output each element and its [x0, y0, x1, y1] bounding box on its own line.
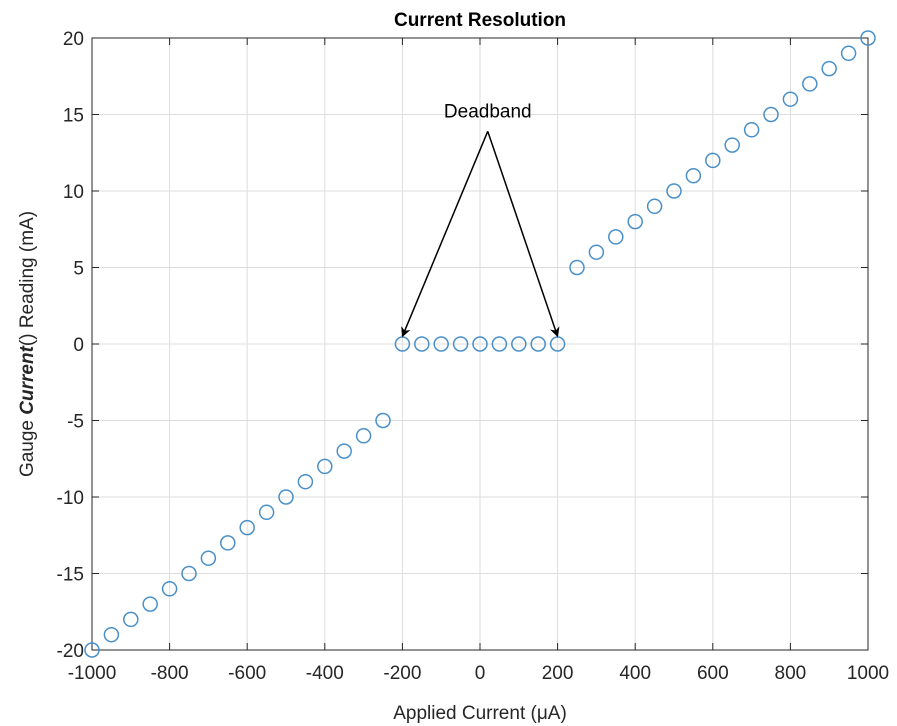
deadband-annotation: Deadband [401, 102, 560, 338]
data-point [84, 642, 100, 658]
y-tick-label: 20 [63, 29, 84, 50]
data-point [278, 489, 294, 505]
data-point [123, 611, 139, 628]
x-tick-label: -800 [151, 663, 189, 684]
data-point [627, 213, 643, 230]
data-point [840, 45, 857, 62]
data-point [414, 336, 430, 352]
ticks: -1000 -800 -600 -400 -200 0 200 400 600 800 1000-2… [57, 29, 890, 684]
data-point [608, 229, 624, 245]
data-point [258, 504, 275, 521]
x-tick-label: -200 [383, 663, 421, 684]
y-axis-title-part-2: Current [17, 345, 38, 414]
x-tick-label: -1000 [68, 663, 117, 684]
y-axis-title-part-1: Gauge [17, 415, 38, 477]
y-tick-label: 5 [73, 259, 84, 280]
x-tick-label: -600 [228, 663, 266, 684]
x-tick-label: 200 [542, 663, 574, 684]
data-point [142, 596, 158, 612]
y-axis-title-part-3: () Reading (mA) [17, 211, 38, 346]
y-tick-label: -20 [57, 641, 84, 662]
data-point [685, 167, 702, 184]
y-tick-label: 10 [63, 182, 84, 203]
x-axis-title: Applied Current (μA) [393, 703, 567, 724]
data-point [724, 137, 740, 153]
data-point [666, 183, 682, 199]
y-axis-title: Gauge Current() Reading (mA) [17, 211, 38, 477]
data-point [860, 30, 876, 46]
data-point [821, 60, 837, 77]
x-tick-label: -400 [306, 663, 344, 684]
data-point [763, 106, 779, 123]
deadband-arrow [401, 131, 489, 338]
data-point [239, 519, 255, 536]
data-point [588, 244, 605, 260]
data-point [317, 458, 333, 475]
y-tick-label: 0 [73, 335, 84, 356]
x-tick-label: 800 [775, 663, 807, 684]
data-point [782, 91, 799, 107]
data-point [375, 412, 391, 429]
y-tick-label: 15 [63, 106, 84, 127]
chart-title: Current Resolution [394, 10, 566, 31]
deadband-label: Deadband [444, 102, 532, 123]
data-point [200, 550, 217, 566]
data-point [491, 336, 508, 352]
data-point [743, 122, 760, 138]
x-tick-label: 1000 [847, 663, 889, 684]
data-point [802, 76, 818, 92]
y-tick-label: -10 [57, 488, 84, 509]
data-point [511, 336, 527, 352]
deadband-arrow [487, 131, 560, 338]
data-point [103, 626, 120, 643]
y-tick-label: -15 [57, 565, 84, 586]
y-tick-label: -5 [67, 412, 84, 433]
data-point [530, 336, 546, 352]
data-point [705, 152, 721, 169]
data-point [336, 443, 352, 459]
x-tick-label: 0 [475, 663, 486, 684]
data-point [472, 336, 488, 352]
data-points [84, 30, 876, 658]
x-tick-label: 400 [619, 663, 651, 684]
data-point [220, 535, 236, 551]
data-point [433, 336, 449, 352]
data-point [452, 336, 469, 352]
data-point [181, 565, 197, 582]
x-tick-label: 600 [697, 663, 729, 684]
data-point [569, 259, 585, 276]
data-point [161, 581, 178, 597]
data-point [297, 473, 314, 490]
data-point [646, 198, 663, 215]
data-point [355, 428, 372, 444]
